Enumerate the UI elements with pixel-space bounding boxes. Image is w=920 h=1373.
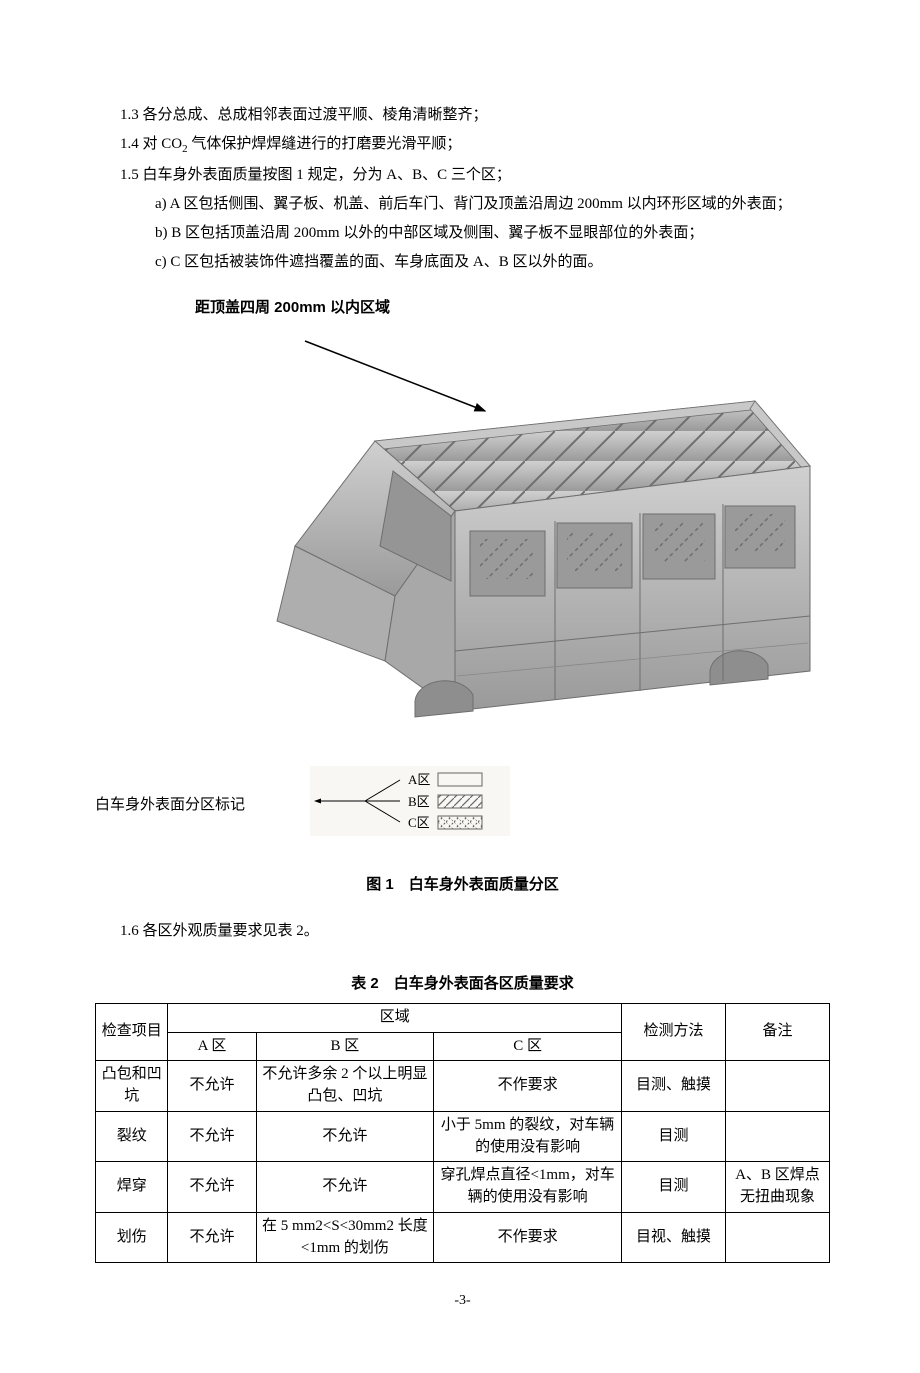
cell: 不作要求 [434,1212,622,1263]
diagram-annotation: 距顶盖四周 200mm 以内区域 [95,294,830,321]
para-1-6: 1.6 各区外观质量要求见表 2。 [95,918,830,945]
table-row: 焊穿 不允许 不允许 穿孔焊点直径<1mm，对车辆的使用没有影响 目测 A、B … [96,1162,830,1213]
legend-label: 白车身外表面分区标记 [95,792,245,819]
cell: 目测 [622,1162,726,1213]
quality-table: 检查项目 区域 检测方法 备注 A 区 B 区 C 区 凸包和凹坑 不允许 不允… [95,1003,830,1264]
cell: 不允许 [168,1162,256,1213]
th-item: 检查项目 [96,1003,168,1061]
cell: 目视、触摸 [622,1212,726,1263]
th-b: B 区 [256,1032,433,1061]
th-method: 检测方法 [622,1003,726,1061]
table-row: 凸包和凹坑 不允许 不允许多余 2 个以上明显凸包、凹坑 不作要求 目测、触摸 [96,1061,830,1112]
legend-a-text: A区 [408,772,430,787]
cell: 裂纹 [96,1111,168,1162]
cell: 不允许多余 2 个以上明显凸包、凹坑 [256,1061,433,1112]
table-row: 划伤 不允许 在 5 mm2<S<30mm2 长度<1mm 的划伤 不作要求 目… [96,1212,830,1263]
para-1-5c: c) C 区包括被装饰件遮挡覆盖的面、车身底面及 A、B 区以外的面。 [95,249,830,276]
cell: 目测、触摸 [622,1061,726,1112]
cell: 小于 5mm 的裂纹，对车辆的使用没有影响 [434,1111,622,1162]
th-c: C 区 [434,1032,622,1061]
legend-arrows: A区 B区 C区 [310,766,510,836]
para-1-3: 1.3 各分总成、总成相邻表面过渡平顺、棱角清晰整齐； [95,102,830,129]
cell: 划伤 [96,1212,168,1263]
cell: 不允许 [256,1162,433,1213]
page-number: -3- [95,1288,830,1313]
para-1-5a: a) A 区包括侧围、翼子板、机盖、前后车门、背门及顶盖沿周边 200mm 以内… [95,191,830,218]
para-1-4-pre: 1.4 对 CO [120,136,182,152]
cell: 焊穿 [96,1162,168,1213]
cell: A、B 区焊点无扭曲现象 [726,1162,830,1213]
cell: 凸包和凹坑 [96,1061,168,1112]
figure-1 [95,326,830,756]
table-2-title: 表 2 白车身外表面各区质量要求 [95,970,830,997]
para-1-4: 1.4 对 CO2 气体保护焊焊缝进行的打磨要光滑平顺； [95,131,830,160]
cell: 不作要求 [434,1061,622,1112]
para-1-5b: b) B 区包括顶盖沿周 200mm 以外的中部区域及侧围、翼子板不显眼部位的外… [95,220,830,247]
table-row: 裂纹 不允许 不允许 小于 5mm 的裂纹，对车辆的使用没有影响 目测 [96,1111,830,1162]
th-remark: 备注 [726,1003,830,1061]
cell [726,1212,830,1263]
cell [726,1111,830,1162]
legend-c-text: C区 [408,815,430,830]
table-header-row: 检查项目 区域 检测方法 备注 [96,1003,830,1032]
cell: 不允许 [168,1111,256,1162]
cell: 目测 [622,1111,726,1162]
figure-1-title: 图 1 白车身外表面质量分区 [95,871,830,898]
cell: 不允许 [256,1111,433,1162]
para-1-4-post: 气体保护焊焊缝进行的打磨要光滑平顺； [188,136,462,152]
cell [726,1061,830,1112]
cell: 不允许 [168,1061,256,1112]
cell: 穿孔焊点直径<1mm，对车辆的使用没有影响 [434,1162,622,1213]
cell: 不允许 [168,1212,256,1263]
cell: 在 5 mm2<S<30mm2 长度<1mm 的划伤 [256,1212,433,1263]
th-region: 区域 [168,1003,622,1032]
para-1-5: 1.5 白车身外表面质量按图 1 规定，分为 A、B、C 三个区； [95,162,830,189]
legend-b-text: B区 [408,794,430,809]
annotation-arrow [295,336,515,436]
legend-area: 白车身外表面分区标记 A区 B区 [95,766,830,846]
th-a: A 区 [168,1032,256,1061]
